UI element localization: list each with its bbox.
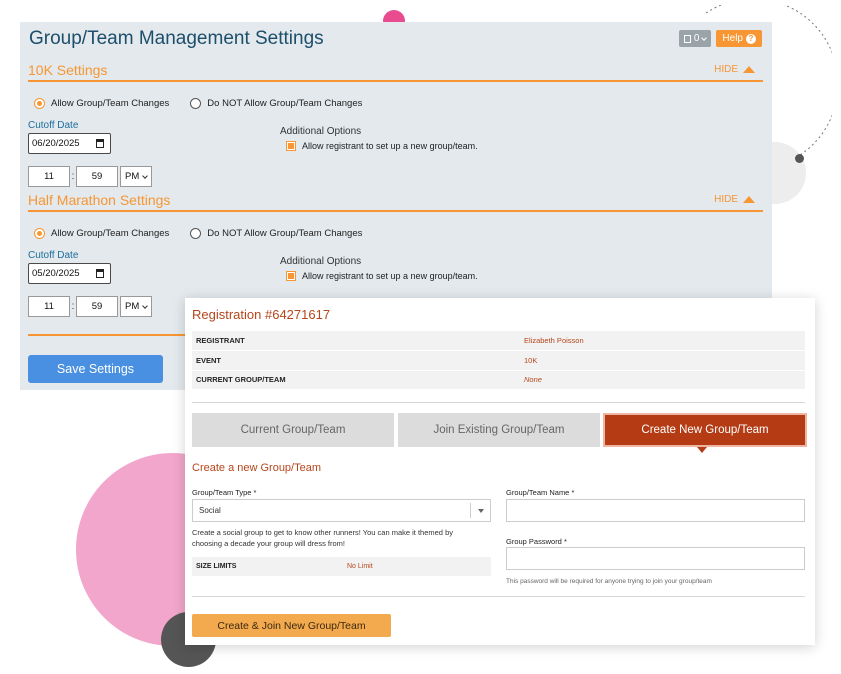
tab-create-new[interactable]: Create New Group/Team: [603, 413, 807, 447]
group-name-label: Group/Team Name *: [506, 488, 575, 497]
section-title: Half Marathon Settings: [28, 192, 171, 208]
decorative-dark-dot: [795, 154, 804, 163]
notes-button[interactable]: 0: [678, 30, 712, 47]
change-policy-radios: Allow Group/Team Changes Do NOT Allow Gr…: [34, 98, 362, 109]
allow-new-team-option: Allow registrant to set up a new group/t…: [286, 271, 478, 281]
group-type-value: Social: [199, 506, 221, 515]
group-type-label: Group/Team Type *: [192, 488, 257, 497]
section-header-10k: 10K Settings HIDE: [28, 62, 763, 82]
allow-changes-radio[interactable]: [34, 228, 45, 239]
disallow-changes-label: Do NOT Allow Group/Team Changes: [207, 98, 363, 109]
notes-count: 0: [693, 33, 700, 44]
group-password-input[interactable]: [506, 547, 805, 570]
change-policy-radios: Allow Group/Team Changes Do NOT Allow Gr…: [34, 228, 362, 239]
size-limits-label: SIZE LIMITS: [196, 563, 237, 570]
allow-new-team-label: Allow registrant to set up a new group/t…: [302, 271, 478, 281]
registration-card: Registration #64271617 REGISTRANT Elizab…: [185, 298, 815, 645]
table-row: EVENT 10K: [192, 350, 805, 371]
save-settings-button[interactable]: Save Settings: [28, 355, 163, 383]
hour-input[interactable]: 11: [28, 166, 70, 187]
disallow-changes-radio[interactable]: [190, 98, 202, 109]
allow-new-team-option: Allow registrant to set up a new group/t…: [286, 141, 478, 151]
help-label: Help: [722, 33, 743, 44]
create-join-button[interactable]: Create & Join New Group/Team: [192, 614, 391, 637]
time-separator: :: [71, 171, 75, 182]
cutoff-date-label: Cutoff Date: [28, 120, 79, 131]
triangle-up-icon: [743, 66, 755, 73]
section-divider: [28, 334, 188, 336]
cutoff-date-label: Cutoff Date: [28, 250, 79, 261]
cutoff-time: 11 : 59 PM: [28, 166, 152, 187]
time-separator: :: [71, 301, 75, 312]
allow-changes-label: Allow Group/Team Changes: [51, 98, 170, 109]
chevron-down-icon: [142, 172, 148, 179]
disallow-changes-radio[interactable]: [190, 228, 202, 239]
row-value: Elizabeth Poisson: [517, 331, 805, 351]
divider: [192, 402, 805, 403]
hide-toggle[interactable]: HIDE: [714, 64, 755, 75]
disallow-changes-label: Do NOT Allow Group/Team Changes: [207, 228, 363, 239]
section-header-half-marathon: Half Marathon Settings HIDE: [28, 192, 763, 212]
top-actions: 0 Help ?: [678, 30, 762, 47]
question-icon: ?: [746, 33, 756, 44]
table-row: CURRENT GROUP/TEAM None: [192, 370, 805, 390]
caret-down-icon: [470, 503, 490, 518]
cutoff-date-input[interactable]: 06/20/2025: [28, 133, 111, 154]
cutoff-date-value: 06/20/2025: [32, 138, 80, 149]
active-tab-pointer: [697, 447, 707, 453]
chevron-down-icon: [142, 302, 148, 309]
additional-options-label: Additional Options: [280, 256, 362, 267]
minute-input[interactable]: 59: [76, 296, 118, 317]
tab-join-existing[interactable]: Join Existing Group/Team: [398, 413, 600, 447]
hide-label: HIDE: [714, 194, 738, 205]
group-name-input[interactable]: [506, 499, 805, 522]
ampm-value: PM: [125, 301, 140, 312]
group-password-label: Group Password *: [506, 537, 567, 546]
row-label: EVENT: [192, 350, 517, 371]
size-limits-row: SIZE LIMITS No Limit: [192, 557, 491, 576]
additional-options-label: Additional Options: [280, 126, 362, 137]
cutoff-date-input[interactable]: 05/20/2025: [28, 263, 111, 284]
calendar-icon[interactable]: [96, 139, 104, 148]
ampm-value: PM: [125, 171, 140, 182]
row-label: REGISTRANT: [192, 331, 517, 351]
minute-input[interactable]: 59: [76, 166, 118, 187]
chevron-down-icon: [701, 34, 708, 41]
allow-new-team-checkbox[interactable]: [286, 271, 296, 281]
password-note: This password will be required for anyon…: [506, 578, 712, 585]
create-group-heading: Create a new Group/Team: [192, 462, 322, 474]
allow-new-team-label: Allow registrant to set up a new group/t…: [302, 141, 478, 151]
triangle-up-icon: [743, 196, 755, 203]
registration-info-table: REGISTRANT Elizabeth Poisson EVENT 10K C…: [192, 331, 805, 390]
hour-input[interactable]: 11: [28, 296, 70, 317]
group-type-select[interactable]: Social: [192, 499, 491, 522]
group-type-description: Create a social group to get to know oth…: [192, 528, 453, 548]
registration-title: Registration #64271617: [192, 307, 331, 322]
page-title: Group/Team Management Settings: [29, 28, 324, 49]
section-title: 10K Settings: [28, 62, 108, 78]
cutoff-time: 11 : 59 PM: [28, 296, 152, 317]
allow-new-team-checkbox[interactable]: [286, 141, 296, 151]
ampm-select[interactable]: PM: [120, 166, 152, 187]
calendar-icon[interactable]: [96, 269, 104, 278]
hide-label: HIDE: [714, 64, 738, 75]
ampm-select[interactable]: PM: [120, 296, 152, 317]
hide-toggle[interactable]: HIDE: [714, 194, 755, 205]
cutoff-date-value: 05/20/2025: [32, 268, 80, 279]
divider: [192, 596, 805, 597]
allow-changes-radio[interactable]: [34, 98, 45, 109]
row-label: CURRENT GROUP/TEAM: [192, 370, 517, 390]
allow-changes-label: Allow Group/Team Changes: [51, 228, 170, 239]
size-limits-value: No Limit: [347, 563, 373, 570]
notes-icon: [683, 34, 691, 43]
table-row: REGISTRANT Elizabeth Poisson: [192, 331, 805, 351]
help-button[interactable]: Help ?: [716, 30, 762, 47]
tab-current-group[interactable]: Current Group/Team: [192, 413, 394, 447]
row-value: None: [517, 370, 805, 390]
row-value: 10K: [517, 350, 805, 371]
